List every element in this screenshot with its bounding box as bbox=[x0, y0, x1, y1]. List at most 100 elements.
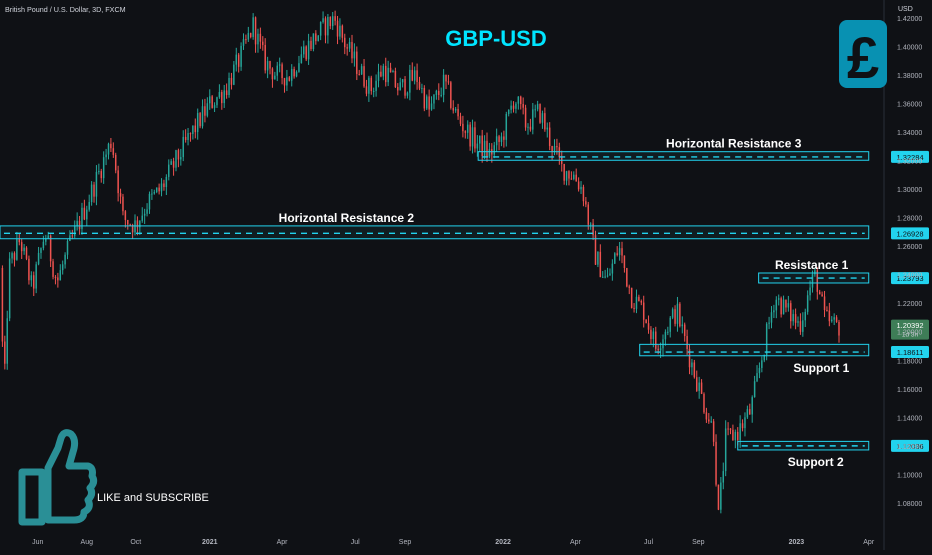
candle-body bbox=[659, 348, 662, 351]
candle-body bbox=[411, 69, 414, 81]
candle-body bbox=[705, 412, 708, 420]
candle-body bbox=[640, 300, 643, 303]
candle-body bbox=[450, 82, 452, 108]
candle-body bbox=[440, 94, 442, 96]
candle-body bbox=[732, 429, 734, 441]
candle-body bbox=[459, 116, 462, 124]
candle-body bbox=[536, 104, 539, 110]
candle-body bbox=[445, 74, 447, 82]
candle-body bbox=[770, 312, 773, 323]
candle-body bbox=[505, 114, 508, 140]
time-tick-label: Apr bbox=[570, 539, 582, 546]
candle-body bbox=[799, 321, 802, 332]
candle-body bbox=[81, 207, 83, 229]
candle-body bbox=[86, 209, 88, 220]
candle-body bbox=[517, 96, 520, 104]
pound-logo: £ bbox=[839, 20, 887, 91]
candle-body bbox=[278, 64, 281, 66]
candle-body bbox=[184, 136, 187, 140]
candle-body bbox=[317, 35, 319, 42]
candle-body bbox=[233, 64, 235, 85]
candle-body bbox=[553, 146, 556, 152]
candle-body bbox=[575, 174, 577, 182]
zone-label: Support 2 bbox=[788, 455, 844, 469]
candle-body bbox=[384, 65, 387, 83]
like-subscribe-text[interactable]: LIKE and SUBSCRIBE bbox=[97, 492, 209, 504]
candle-body bbox=[828, 310, 831, 322]
candle-body bbox=[671, 309, 674, 318]
candle-body bbox=[102, 157, 105, 179]
zone-price-label: 1.23793 bbox=[896, 274, 923, 283]
candle-body bbox=[61, 264, 64, 271]
candle-body bbox=[816, 270, 819, 292]
candle-body bbox=[647, 323, 650, 330]
candle-body bbox=[375, 80, 377, 91]
candle-body bbox=[356, 51, 358, 74]
candle-body bbox=[216, 97, 218, 106]
candle-body bbox=[635, 296, 638, 309]
candle-body bbox=[404, 79, 406, 96]
last-price-label: 1.20392 bbox=[896, 321, 923, 330]
candle-body bbox=[165, 176, 168, 188]
candle-body bbox=[269, 61, 271, 69]
candle-body bbox=[59, 270, 62, 281]
symbol-info[interactable]: British Pound / U.S. Dollar, 3D, FXCM bbox=[5, 5, 126, 14]
candle-body bbox=[438, 90, 440, 95]
candle-body bbox=[623, 255, 626, 269]
candle-body bbox=[52, 261, 54, 277]
candle-body bbox=[568, 171, 570, 179]
candle-body bbox=[601, 276, 604, 278]
price-tick-label: 1.36000 bbox=[897, 101, 922, 108]
candle-body bbox=[679, 303, 681, 327]
candle-body bbox=[556, 146, 558, 148]
time-tick-label: 2023 bbox=[789, 539, 805, 546]
candle-body bbox=[204, 106, 206, 116]
candle-body bbox=[510, 105, 512, 110]
candle-body bbox=[225, 90, 228, 96]
candle-body bbox=[729, 428, 732, 430]
candle-body bbox=[756, 373, 758, 382]
candle-body bbox=[674, 309, 676, 324]
candle-body bbox=[319, 21, 322, 36]
candle-body bbox=[206, 103, 209, 116]
candle-body bbox=[809, 287, 811, 296]
time-tick-label: Jul bbox=[351, 539, 360, 546]
candle-body bbox=[98, 171, 100, 173]
time-tick-label: Apr bbox=[863, 539, 875, 546]
candle-body bbox=[710, 421, 712, 423]
candle-body bbox=[712, 421, 715, 442]
price-tick-label: 1.38000 bbox=[897, 73, 922, 80]
candle-body bbox=[452, 107, 454, 111]
candle-body bbox=[512, 105, 515, 109]
axes-layer: USD 1.42000 1.40000 1.38000 1.36000 1.34000 1… bbox=[32, 0, 922, 550]
candle-body bbox=[141, 215, 143, 221]
candle-body bbox=[336, 20, 339, 37]
candle-body bbox=[148, 193, 151, 210]
candle-body bbox=[466, 124, 469, 133]
candle-body bbox=[534, 109, 536, 111]
candle-body bbox=[100, 171, 103, 179]
zones-layer: 1.32284 Horizontal Resistance 3 1.26928 Hor… bbox=[0, 137, 929, 469]
candle-body bbox=[585, 201, 587, 205]
candle-body bbox=[700, 382, 703, 394]
candle-body bbox=[57, 277, 59, 281]
candle-body bbox=[194, 125, 197, 133]
price-tick-label: 1.32000 bbox=[897, 158, 922, 165]
candle-body bbox=[209, 96, 211, 104]
candle-body bbox=[630, 287, 633, 308]
candle-body bbox=[604, 276, 606, 278]
candle-body bbox=[30, 275, 33, 281]
candle-body bbox=[192, 125, 194, 134]
candle-body bbox=[42, 241, 45, 249]
last-price-countdown: 1d 3h bbox=[902, 332, 919, 339]
candle-body bbox=[377, 71, 380, 81]
candle-body bbox=[223, 90, 225, 104]
candle-body bbox=[621, 248, 623, 256]
candle-body bbox=[344, 37, 346, 48]
candle-body bbox=[626, 268, 628, 287]
candle-body bbox=[614, 253, 616, 264]
candle-body bbox=[353, 51, 356, 59]
time-tick-label: Jun bbox=[32, 539, 43, 546]
